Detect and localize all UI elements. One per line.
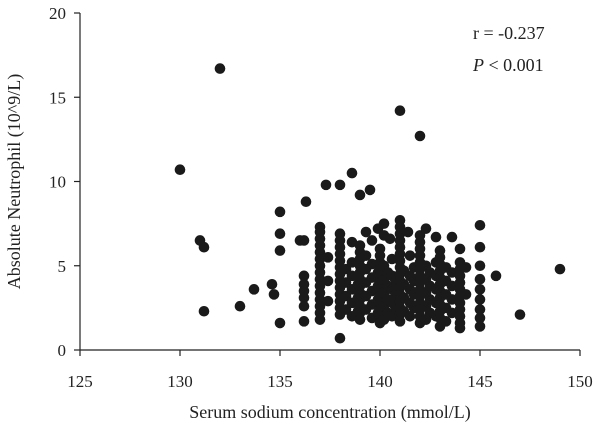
data-point bbox=[454, 243, 466, 255]
data-point bbox=[474, 220, 486, 231]
data-point bbox=[320, 179, 332, 191]
data-point bbox=[298, 270, 310, 282]
x-tick-label: 130 bbox=[167, 372, 193, 391]
data-point bbox=[346, 236, 358, 248]
y-tick-label: 0 bbox=[58, 341, 67, 360]
data-point bbox=[386, 253, 398, 265]
data-point bbox=[298, 316, 310, 327]
data-point bbox=[334, 179, 346, 191]
p-value-text: < 0.001 bbox=[484, 55, 544, 75]
data-point bbox=[394, 316, 406, 327]
data-point bbox=[460, 262, 472, 273]
data-point bbox=[474, 260, 486, 272]
data-point bbox=[198, 305, 210, 317]
data-point bbox=[366, 258, 378, 270]
data-point bbox=[384, 233, 396, 245]
p-value-symbol: P bbox=[472, 55, 484, 75]
data-point bbox=[354, 189, 366, 201]
data-point bbox=[454, 322, 466, 334]
data-point bbox=[404, 250, 416, 261]
tick-labels: 125 130 135 140 145 150 0 5 10 15 20 bbox=[49, 4, 593, 391]
data-point bbox=[354, 314, 366, 325]
x-tick-label: 145 bbox=[467, 372, 493, 391]
data-point bbox=[474, 284, 486, 295]
data-point bbox=[266, 278, 278, 290]
data-point bbox=[346, 257, 358, 268]
data-point bbox=[274, 206, 286, 218]
data-point bbox=[474, 312, 486, 324]
data-point bbox=[346, 167, 358, 179]
y-tick-label: 10 bbox=[49, 173, 66, 192]
data-point bbox=[446, 280, 458, 292]
data-point bbox=[322, 252, 334, 263]
data-point bbox=[378, 218, 390, 229]
data-point bbox=[214, 63, 226, 74]
x-tick-label: 125 bbox=[67, 372, 93, 391]
data-point bbox=[298, 235, 310, 246]
y-tick-label: 5 bbox=[58, 257, 67, 276]
p-value-annotation: P < 0.001 bbox=[472, 55, 544, 75]
data-point bbox=[414, 130, 426, 142]
data-point bbox=[514, 309, 526, 320]
data-point bbox=[446, 231, 458, 243]
data-point bbox=[360, 226, 372, 238]
data-point bbox=[446, 267, 458, 278]
data-point bbox=[274, 245, 286, 256]
data-point bbox=[420, 223, 432, 234]
data-point bbox=[174, 164, 186, 176]
y-tick-label: 15 bbox=[49, 88, 66, 107]
data-point bbox=[364, 184, 376, 196]
data-point bbox=[446, 307, 458, 319]
data-point bbox=[300, 196, 312, 208]
data-point bbox=[234, 300, 246, 312]
data-point bbox=[474, 304, 486, 315]
data-point bbox=[474, 241, 486, 253]
data-point bbox=[404, 311, 416, 322]
x-tick-label: 150 bbox=[567, 372, 593, 391]
data-point bbox=[298, 300, 310, 312]
data-point bbox=[322, 275, 334, 287]
data-point bbox=[334, 332, 346, 344]
data-point bbox=[366, 235, 378, 246]
data-point bbox=[474, 294, 486, 305]
data-point bbox=[402, 226, 414, 238]
data-point bbox=[346, 270, 358, 282]
data-point bbox=[198, 241, 210, 253]
data-point bbox=[460, 289, 472, 300]
data-point bbox=[274, 228, 286, 240]
data-point bbox=[268, 289, 280, 300]
data-point bbox=[248, 284, 260, 295]
data-point bbox=[298, 292, 310, 304]
data-point bbox=[274, 317, 286, 329]
data-point bbox=[440, 316, 452, 327]
data-point bbox=[360, 250, 372, 261]
x-axis-title: Serum sodium concentration (mmol/L) bbox=[189, 402, 470, 423]
ticks bbox=[74, 12, 581, 356]
correlation-annotation: r = -0.237 bbox=[473, 23, 545, 43]
data-point bbox=[446, 294, 458, 305]
data-points bbox=[174, 63, 566, 344]
data-point bbox=[314, 314, 326, 325]
data-point bbox=[474, 321, 486, 332]
y-tick-label: 20 bbox=[49, 4, 66, 23]
data-point bbox=[386, 311, 398, 322]
data-point bbox=[474, 273, 486, 285]
data-point bbox=[490, 270, 502, 282]
data-point bbox=[430, 231, 442, 243]
data-point bbox=[394, 105, 406, 117]
data-point bbox=[554, 263, 566, 275]
x-tick-label: 135 bbox=[267, 372, 293, 391]
x-tick-label: 140 bbox=[367, 372, 393, 391]
data-point bbox=[322, 295, 334, 307]
y-axis-title: Absolute Neutrophil (10^9/L) bbox=[4, 74, 25, 289]
